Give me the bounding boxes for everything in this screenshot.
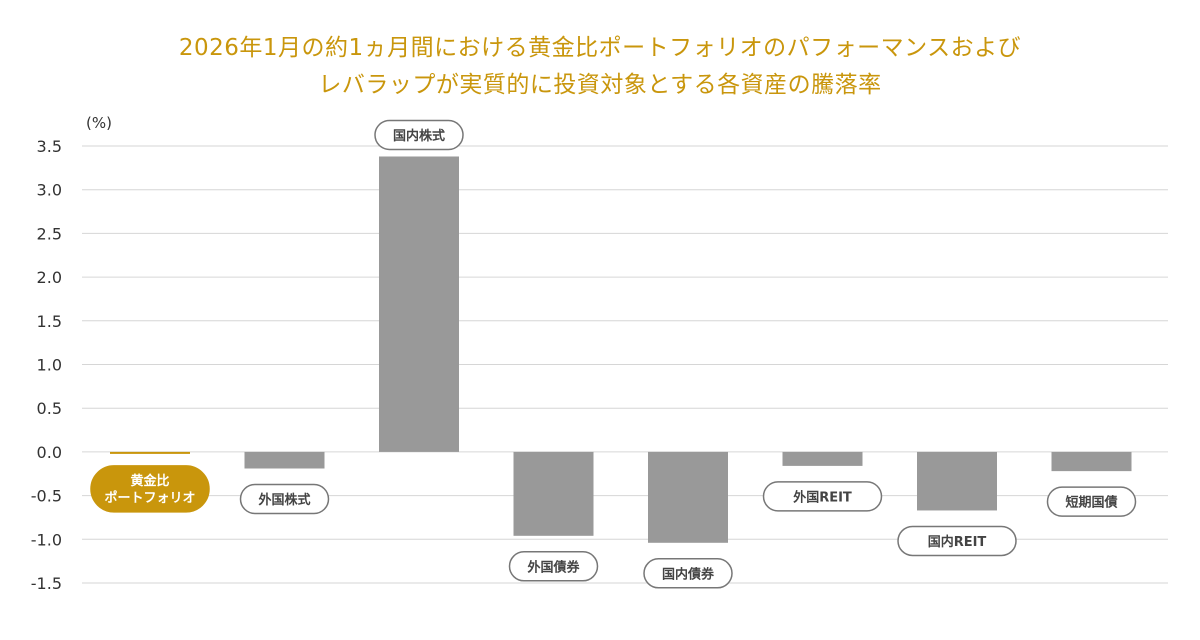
category-label: 外国株式: [257, 492, 310, 508]
chart-title: 2026年1月の約1ヵ月間における黄金比ポートフォリオのパフォーマンスおよび レ…: [0, 30, 1200, 104]
category-label-badge: [508, 551, 599, 582]
y-tick-label: -1.0: [31, 530, 62, 549]
category-label: 外国債券: [526, 559, 580, 575]
bar: [379, 156, 459, 452]
category-label-badge: [239, 483, 330, 515]
y-tick-label: 3.5: [37, 137, 62, 156]
bar: [110, 451, 190, 454]
y-tick-label: 3.0: [37, 181, 62, 200]
category-label: 黄金比: [130, 473, 169, 489]
y-tick-label: -1.5: [31, 574, 62, 593]
bar: [513, 451, 594, 536]
y-tick-label: 0.5: [37, 399, 62, 418]
category-label-badge: [643, 558, 733, 589]
y-tick-label: 2.0: [37, 268, 62, 287]
category-label: 短期国債: [1065, 495, 1117, 511]
y-tick-label: 1.0: [37, 356, 62, 375]
chart-title-line-1: 2026年1月の約1ヵ月間における黄金比ポートフォリオのパフォーマンスおよび: [178, 35, 1022, 61]
category-label-badge: [762, 481, 883, 512]
chart-title-line-2: レバラップが実質的に投資対象とする各資産の騰落率: [318, 72, 882, 98]
bar: [782, 451, 863, 466]
category-label-badge: [1046, 486, 1137, 517]
bar: [1051, 451, 1132, 472]
category-label-badge: [897, 525, 1017, 557]
y-tick-label: 2.5: [37, 224, 62, 243]
y-tick-label: 1.5: [37, 312, 62, 331]
category-label-badge: [90, 465, 210, 513]
bar: [244, 451, 325, 469]
category-label: 国内株式: [393, 128, 445, 144]
category-label: 外国REIT: [792, 489, 852, 505]
category-label: ポートフォリオ: [104, 490, 195, 506]
bar: [917, 451, 997, 511]
y-tick-label: 0.0: [37, 443, 62, 462]
y-tick-label: -0.5: [31, 487, 62, 506]
category-label-badge: [374, 119, 464, 151]
category-label: 国内REIT: [928, 534, 987, 550]
bar: [648, 451, 728, 543]
category-label: 国内債券: [662, 566, 715, 582]
y-axis-unit-label: (%): [86, 114, 112, 132]
